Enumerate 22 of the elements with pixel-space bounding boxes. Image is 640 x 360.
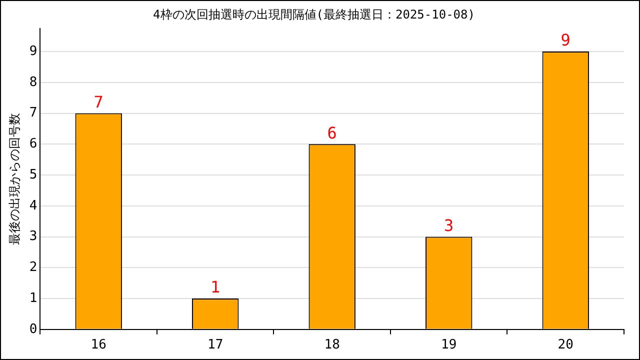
y-axis-title: 最後の出現からの回号数 [7,112,22,245]
chart-title: 4枠の次回抽選時の出現間隔値(最終抽選日：2025-10-08) [153,7,475,22]
y-tick-label: 7 [29,106,38,121]
x-tick-label: 20 [558,338,574,353]
y-tick-label: 5 [29,167,38,182]
y-tick-label: 3 [29,229,38,244]
y-tick-label: 1 [29,290,38,306]
data-label: 9 [560,30,570,50]
x-tick-label: 17 [208,338,224,353]
y-tick-label: 4 [29,198,38,214]
x-tick-label: 16 [90,338,106,353]
y-tick-label: 2 [29,260,38,276]
data-label: 1 [210,278,220,297]
y-tick-label: 9 [29,44,38,59]
y-tick-label: 0 [29,322,38,337]
x-tick-label: 19 [441,338,457,353]
x-tick-label: 18 [324,338,340,353]
y-tick-label: 6 [29,136,38,152]
data-label: 3 [444,216,454,235]
data-label: 7 [94,92,104,112]
data-label: 6 [327,123,337,142]
y-tick-label: 8 [29,74,38,90]
